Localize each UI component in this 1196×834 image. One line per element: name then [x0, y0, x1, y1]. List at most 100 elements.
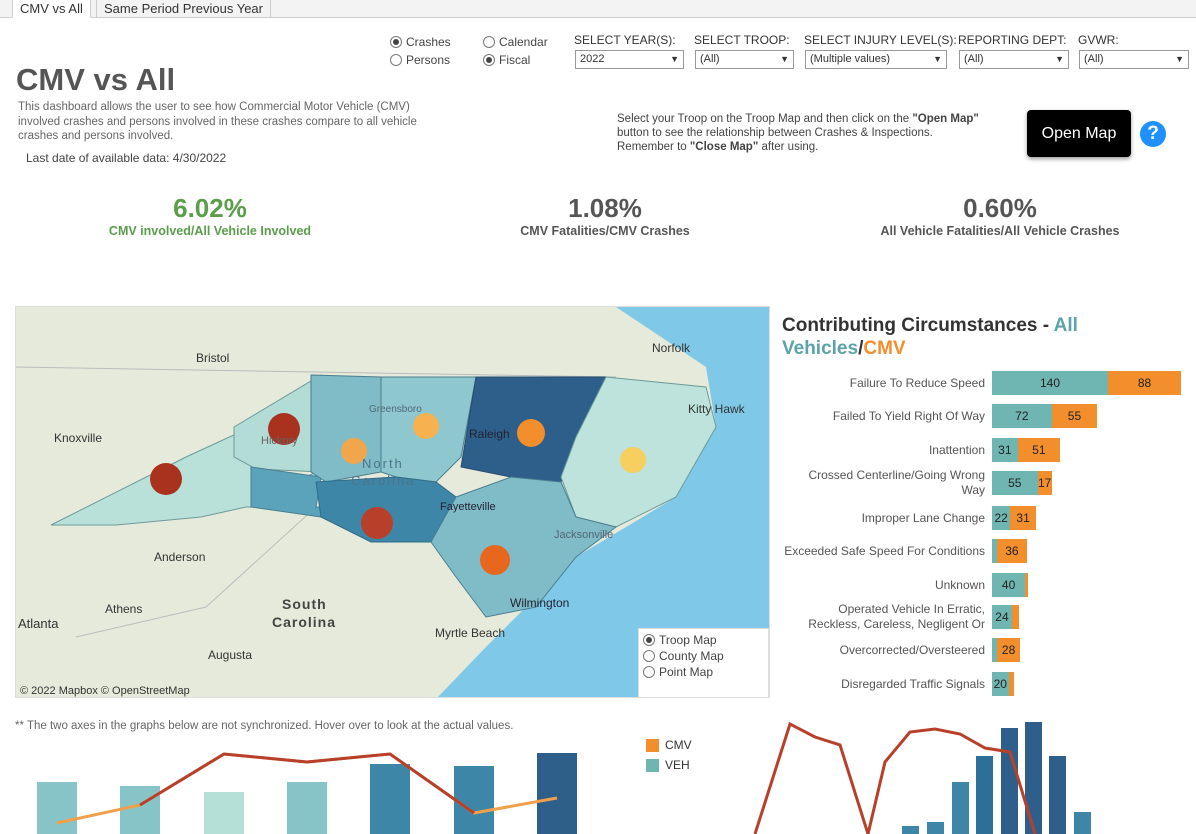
troop-select[interactable]: (All) ▼	[695, 50, 794, 69]
place-label: Fayetteville	[440, 501, 496, 513]
circumstance-label-line: Unknown	[934, 577, 985, 592]
chart-bar[interactable]	[1025, 722, 1042, 834]
place-label: Athens	[105, 602, 142, 616]
place-label: Carolina	[351, 473, 415, 488]
cmv-bar[interactable]: 55	[1051, 404, 1098, 428]
chart-bar[interactable]	[287, 782, 327, 834]
chevron-down-icon: ▼	[933, 54, 942, 64]
chart-bar[interactable]	[370, 764, 410, 834]
all-vehicles-bar[interactable]: 22	[992, 506, 1011, 530]
circumstance-label-line: Crossed Centerline/Going Wrong	[808, 468, 985, 482]
kpi-cmv-fatalities: 1.08% CMV Fatalities/CMV Crashes	[455, 193, 755, 238]
cmv-bar[interactable]: 17	[1037, 471, 1052, 495]
reporting-dept-select[interactable]: (All) ▼	[959, 50, 1069, 69]
cmv-bar[interactable]: 36	[996, 539, 1027, 563]
persons-radio[interactable]: Persons	[390, 53, 450, 67]
county-map-radio[interactable]: County Map	[643, 649, 764, 663]
chart-bar[interactable]	[454, 766, 494, 834]
circumstance-label-line: Failure To Reduce Speed	[849, 375, 985, 390]
all-vehicles-bar[interactable]: 55	[992, 471, 1038, 495]
cmv-bar[interactable]: 88	[1108, 371, 1181, 395]
chart-bar[interactable]	[976, 756, 993, 834]
troop-filter-label: SELECT TROOP:	[694, 33, 790, 47]
map-canvas[interactable]: Bristol Norfolk Kitty Hawk Knoxville Gre…	[16, 307, 770, 698]
circumstance-label-line: Disregarded Traffic Signals	[841, 676, 985, 691]
map-attribution: © 2022 Mapbox © OpenStreetMap	[20, 685, 190, 697]
chart-bar[interactable]	[537, 753, 577, 834]
gvwr-select[interactable]: (All) ▼	[1079, 50, 1189, 69]
place-label: Norfolk	[652, 341, 691, 355]
chart-bar[interactable]	[204, 792, 244, 834]
kpi-label: CMV Fatalities/CMV Crashes	[520, 224, 690, 238]
chart-bar[interactable]	[1074, 812, 1091, 834]
radio-icon	[643, 666, 655, 678]
place-label: South	[282, 596, 327, 612]
all-vehicles-bar[interactable]: 40	[992, 573, 1026, 597]
tab-cmv-vs-all[interactable]: CMV vs All	[12, 0, 91, 18]
tab-same-period-previous-year[interactable]: Same Period Previous Year	[96, 0, 271, 18]
crashes-radio[interactable]: Crashes	[390, 35, 451, 49]
troop-marker[interactable]	[150, 463, 182, 495]
point-map-radio[interactable]: Point Map	[643, 665, 764, 679]
troop-marker[interactable]	[413, 413, 439, 439]
all-vehicles-bar[interactable]: 72	[992, 404, 1052, 428]
cmv-bar[interactable]: 51	[1017, 438, 1060, 462]
circumstance-label-line: Way	[961, 483, 985, 497]
all-vehicles-bar[interactable]: 140	[992, 371, 1109, 395]
troop-map[interactable]: Bristol Norfolk Kitty Hawk Knoxville Gre…	[15, 306, 770, 698]
circumstance-label-line: Exceeded Safe Speed For Conditions	[784, 543, 985, 558]
radio-icon	[390, 54, 402, 66]
circumstance-label-line: Improper Lane Change	[861, 510, 985, 525]
circumstance-label: Disregarded Traffic Signals	[841, 677, 985, 692]
cmv-bar[interactable]	[1008, 672, 1014, 696]
title-all-vehicles: All Vehicles	[782, 315, 1078, 359]
bottom-charts	[37, 721, 1091, 834]
chart-bar[interactable]	[37, 782, 77, 834]
place-label: Jacksonville	[554, 529, 613, 541]
gvwr-label: GVWR:	[1078, 33, 1119, 47]
chevron-down-icon: ▼	[670, 54, 679, 64]
cmv-bar[interactable]: 31	[1010, 506, 1036, 530]
legend-swatch	[646, 759, 659, 773]
title-text: Contributing Circumstances -	[782, 315, 1054, 336]
ocean	[437, 307, 769, 697]
radio-selected-icon	[390, 36, 402, 48]
place-label: Raleigh	[469, 427, 510, 441]
all-vehicles-bar[interactable]	[992, 638, 997, 662]
chart-bar[interactable]	[1049, 756, 1066, 834]
place-label: Kitty Hawk	[688, 402, 746, 416]
all-vehicles-bar[interactable]: 24	[992, 605, 1012, 629]
chart-bar[interactable]	[120, 786, 160, 834]
kpi-label: All Vehicle Fatalities/All Vehicle Crash…	[880, 224, 1120, 238]
injury-filter-label: SELECT INJURY LEVEL(S):	[804, 33, 957, 47]
kpi-label: CMV involved/All Vehicle Involved	[108, 224, 312, 238]
cmv-bar[interactable]	[1025, 573, 1029, 597]
chart-bar[interactable]	[927, 822, 944, 834]
injury-select[interactable]: (Multiple values) ▼	[805, 50, 947, 69]
circumstance-label-line: Operated Vehicle In Erratic,	[838, 602, 985, 616]
open-map-button[interactable]: Open Map	[1027, 110, 1131, 157]
troop-marker[interactable]	[268, 413, 300, 445]
troop-marker[interactable]	[480, 545, 510, 575]
troop-marker[interactable]	[517, 419, 545, 447]
troop-map-radio[interactable]: Troop Map	[643, 633, 764, 647]
chart-bar[interactable]	[902, 826, 919, 834]
page-title: CMV vs All	[16, 62, 176, 97]
troop-marker[interactable]	[620, 447, 646, 473]
fiscal-radio[interactable]: Fiscal	[483, 53, 530, 67]
troop-marker[interactable]	[361, 507, 393, 539]
calendar-radio[interactable]: Calendar	[483, 35, 548, 49]
year-select[interactable]: 2022 ▼	[575, 50, 684, 69]
cmv-bar[interactable]	[1011, 605, 1019, 629]
all-vehicles-bar[interactable]	[992, 539, 997, 563]
legend-label: VEH	[665, 758, 690, 772]
all-vehicles-bar[interactable]: 31	[992, 438, 1018, 462]
troop-region[interactable]	[430, 476, 618, 618]
help-icon[interactable]: ?	[1140, 121, 1166, 147]
chart-bar[interactable]	[1001, 728, 1018, 834]
troop-marker[interactable]	[341, 438, 367, 464]
chart-bar[interactable]	[952, 782, 969, 834]
cmv-bar[interactable]: 28	[996, 638, 1021, 662]
all-vehicles-bar[interactable]: 20	[992, 672, 1009, 696]
injury-select-value: (Multiple values)	[810, 53, 891, 65]
